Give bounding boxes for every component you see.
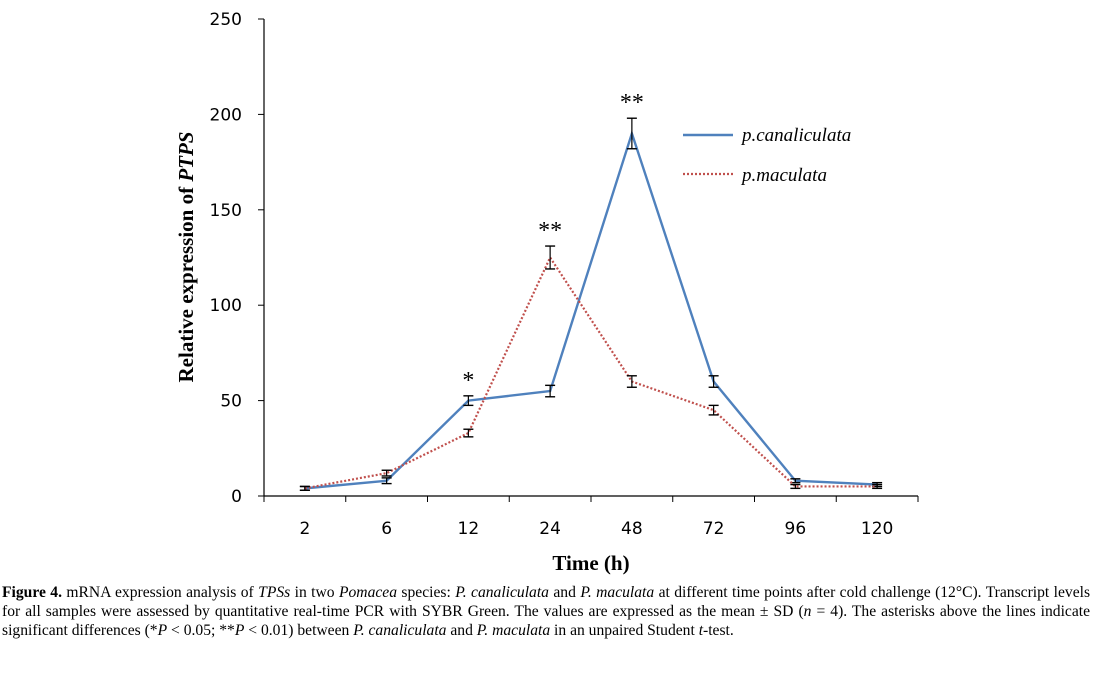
caption-italic: P. maculata: [580, 584, 655, 601]
caption-text: < 0.01) between: [244, 621, 354, 639]
error-bar: [626, 375, 637, 388]
legend-label-canaliculata: p.canaliculata: [740, 125, 851, 146]
y-tick-label: 50: [220, 392, 242, 412]
y-tick-label: 100: [210, 296, 242, 316]
x-axis-ticks: 2 6 12 24 48 72 96 120: [263, 496, 919, 539]
caption-text: = 4). The asterisks above the lines indi…: [2, 602, 1090, 639]
caption-italic: t: [698, 621, 704, 639]
caption-text: species:: [397, 584, 456, 601]
error-bar: [545, 384, 556, 398]
significance-marker: **: [620, 90, 644, 116]
significance-marker: *: [462, 368, 474, 394]
caption-text: -test.: [703, 621, 734, 639]
x-axis-title: Time (h): [552, 551, 629, 575]
x-tick-label: 96: [785, 519, 807, 539]
caption-italic: P. canaliculata: [353, 621, 447, 639]
x-tick-label: 120: [861, 519, 893, 539]
error-bar: [708, 375, 719, 388]
caption-italic: P. canaliculata: [455, 584, 549, 601]
error-bar: [790, 483, 801, 490]
y-tick-label: 200: [210, 105, 242, 125]
caption-text: mRNA expression analysis of: [62, 584, 259, 601]
series-line-p.maculata: [304, 255, 878, 490]
error-bar: [381, 469, 392, 477]
error-bar: [463, 428, 474, 438]
x-tick-label: 12: [458, 519, 480, 539]
caption-text: in two: [290, 584, 339, 601]
error-bar: [381, 477, 392, 485]
x-tick-label: 48: [621, 519, 643, 539]
error-bar: [463, 395, 474, 407]
x-tick-label: 72: [703, 519, 725, 539]
figure-caption: Figure 4. mRNA expression analysis of TP…: [2, 584, 1090, 640]
legend: p.canaliculata p.maculata: [683, 125, 851, 186]
x-tick-label: 2: [299, 519, 310, 539]
caption-italic: P. maculata: [476, 621, 551, 639]
y-axis-ticks: 0 50 100 150 200 250: [210, 10, 264, 507]
caption-text: and: [446, 621, 477, 639]
x-tick-label: 24: [539, 519, 561, 539]
figure-label: Figure 4.: [2, 584, 62, 601]
caption-italic: P: [157, 621, 168, 639]
legend-label-maculata: p.maculata: [740, 165, 827, 186]
error-bar: [299, 485, 310, 491]
y-tick-label: 150: [210, 201, 242, 221]
significance-marker: **: [538, 218, 562, 244]
x-tick-label: 6: [381, 519, 392, 539]
caption-italic: n: [803, 602, 812, 620]
caption-text: at different time points after cold chal…: [2, 584, 1091, 620]
caption-italic: TPSs: [258, 584, 291, 601]
error-bar: [626, 117, 637, 150]
y-tick-label: 250: [210, 10, 242, 30]
caption-text: and: [548, 584, 581, 601]
annotation-layer: *****: [462, 90, 644, 394]
y-tick-label: 0: [231, 487, 242, 507]
error-bar: [708, 404, 719, 416]
series-layer: [299, 117, 883, 491]
y-axis-title: Relative expression of PTPS: [174, 131, 198, 382]
caption-italic: Pomacea: [338, 584, 398, 601]
caption-text: in an unpaired Student: [550, 621, 699, 639]
error-bar: [872, 483, 883, 490]
caption-italic: P: [234, 621, 245, 639]
series-line-p.canaliculata: [304, 129, 878, 490]
caption-text: < 0.05; **: [167, 621, 235, 639]
error-bar: [545, 245, 556, 270]
